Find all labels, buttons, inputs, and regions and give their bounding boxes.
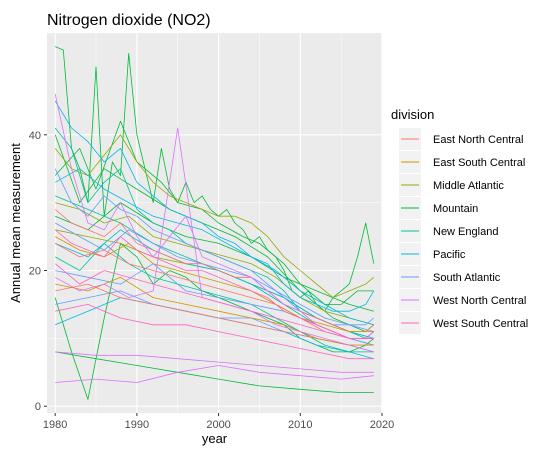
series-line-13: [55, 168, 374, 326]
series-line-9: [54, 134, 375, 299]
legend-label: New England: [433, 226, 498, 238]
legend-label: West South Central: [433, 318, 528, 330]
series-line-12: [54, 100, 375, 312]
series-line-3: [55, 351, 374, 394]
grid-lines: [47, 33, 383, 413]
series-line-27: [55, 351, 374, 373]
series-line-10: [55, 202, 374, 326]
series-line-23: [55, 236, 374, 333]
series-line-1: [54, 120, 374, 305]
x-tick-label: 2020: [370, 419, 394, 431]
legend-label: Middle Atlantic: [433, 180, 504, 192]
x-tick-label: 1980: [43, 419, 67, 431]
legend-label: East North Central: [433, 134, 523, 146]
legend-title: division: [391, 107, 434, 122]
legend-label: East South Central: [433, 157, 525, 169]
y-tick-label: 20: [29, 266, 41, 278]
x-tick-label: 2000: [206, 419, 230, 431]
series-line-28: [55, 365, 374, 383]
series-line-5: [54, 134, 375, 333]
plot-panel: [47, 33, 382, 413]
series-line-31: [55, 303, 374, 360]
legend-label: South Atlantic: [433, 272, 501, 284]
y-tick-label: 0: [35, 401, 41, 413]
series-lines: [54, 46, 375, 400]
x-tick-label: 2010: [288, 419, 312, 431]
chart-title: Nitrogen dioxide (NO2): [47, 12, 211, 29]
y-axis-title: Annual mean measurement: [8, 143, 23, 303]
legend: division East North Central East South Ce…: [391, 107, 528, 334]
x-tick-label: 1990: [125, 419, 149, 431]
legend-label: Pacific: [433, 249, 466, 261]
series-line-24: [55, 276, 374, 346]
series-line-30: [54, 263, 374, 339]
legend-label: West North Central: [433, 295, 526, 307]
series-line-17: [55, 222, 374, 332]
x-axis-title: year: [202, 431, 228, 446]
series-line-29: [54, 229, 375, 339]
series-line-4: [55, 202, 374, 312]
series-line-20: [54, 209, 375, 333]
legend-label: Mountain: [433, 203, 478, 215]
y-tick-label: 40: [29, 130, 41, 142]
axis-ticks: 1980 1990 2000 2010 2020 0 20 40: [29, 130, 394, 431]
